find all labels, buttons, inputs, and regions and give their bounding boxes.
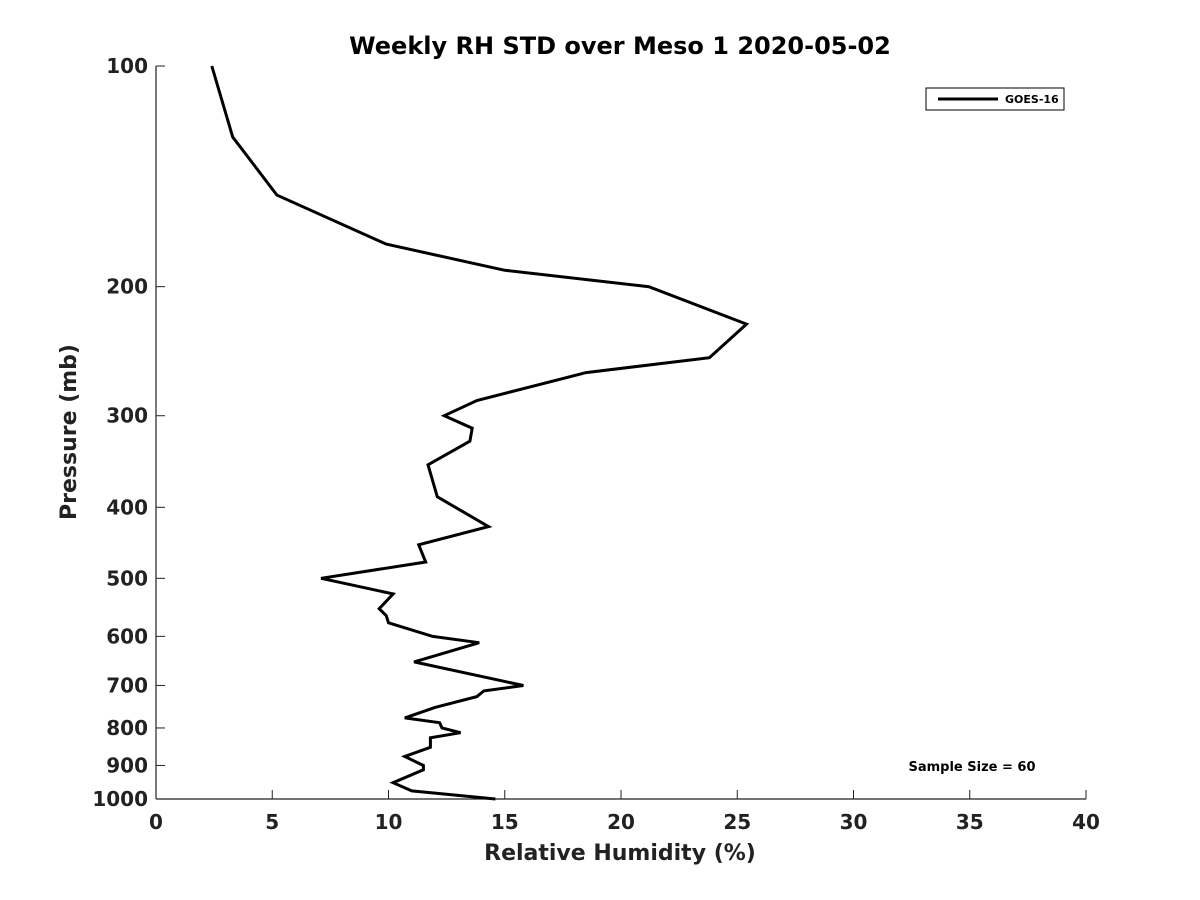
x-tick-label: 35	[956, 810, 984, 834]
y-tick-label: 600	[106, 624, 148, 648]
y-tick-label: 1000	[92, 787, 148, 811]
axes	[155, 66, 1086, 800]
y-tick-label: 900	[106, 753, 148, 777]
y-tick-label: 300	[106, 404, 148, 428]
x-tick-label: 5	[265, 810, 279, 834]
y-tick-label: 100	[106, 54, 148, 78]
y-tick-label: 400	[106, 495, 148, 519]
x-tick-label: 10	[375, 810, 403, 834]
y-tick-label: 500	[106, 566, 148, 590]
y-ticks: 100 200 300 400 500 600 700 800 900 1000	[92, 54, 165, 811]
y-tick-label: 700	[106, 673, 148, 697]
x-tick-label: 20	[607, 810, 635, 834]
y-tick-label: 800	[106, 716, 148, 740]
x-tick-label: 15	[491, 810, 519, 834]
x-tick-label: 25	[723, 810, 751, 834]
series-layer	[210, 65, 750, 801]
chart-title: Weekly RH STD over Meso 1 2020-05-02	[349, 32, 891, 60]
sample-size-annotation: Sample Size = 60	[908, 760, 1035, 775]
x-axis-label: Relative Humidity (%)	[484, 841, 756, 866]
y-axis-label: Pressure (mb)	[57, 344, 82, 520]
legend: GOES-16	[925, 87, 1065, 111]
series-line-goes-16	[210, 65, 750, 801]
y-tick-label: 200	[106, 275, 148, 299]
x-tick-label: 40	[1072, 810, 1100, 834]
x-tick-label: 30	[840, 810, 868, 834]
legend-label: GOES-16	[1005, 93, 1059, 106]
x-tick-label: 0	[149, 810, 163, 834]
x-ticks: 0 5 10 15 20 25 30 35 40	[149, 790, 1100, 834]
